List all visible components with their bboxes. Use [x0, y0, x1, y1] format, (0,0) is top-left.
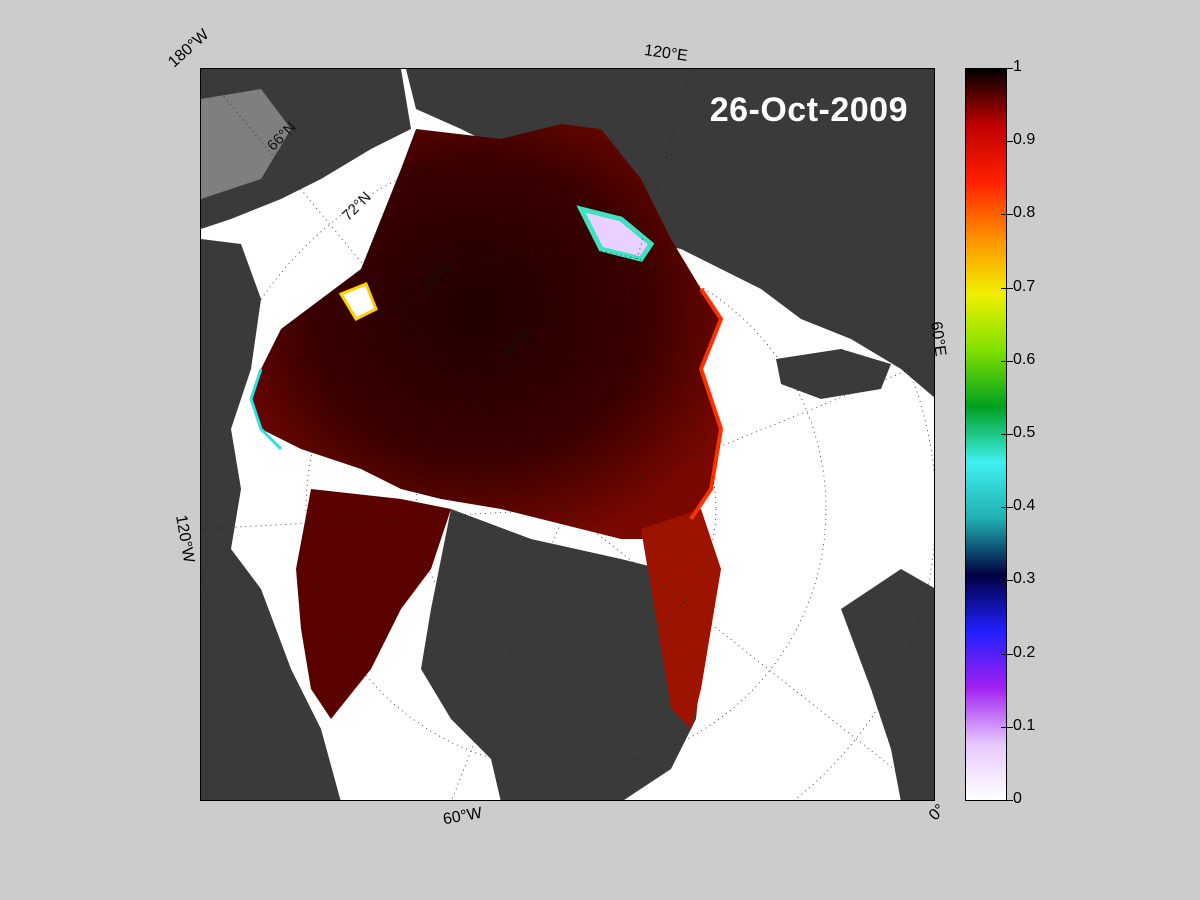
- colorbar-label: 0: [1013, 790, 1022, 807]
- colorbar-label: 0.8: [1013, 204, 1036, 222]
- colorbar-label: 0.2: [1013, 643, 1036, 661]
- colorbar-label: 0.4: [1013, 497, 1036, 515]
- colorbar-tick: [1007, 434, 1013, 435]
- colorbar-label: 0.6: [1013, 350, 1036, 368]
- lon-label-120w: 120°W: [172, 513, 198, 565]
- lon-label-60w: 60°W: [441, 804, 484, 829]
- lon-label-0: 0°: [925, 801, 949, 825]
- colorbar-tick-inner: [1001, 214, 1007, 216]
- colorbar-tick-inner: [1001, 68, 1007, 69]
- latitude-grid: [201, 138, 934, 800]
- colorbar-tick-inner: [1001, 653, 1007, 655]
- colorbar-label: 0.5: [1013, 424, 1036, 441]
- longitude-grid: [201, 69, 934, 800]
- colorbar-tick: [1007, 653, 1013, 655]
- colorbar-tick-inner: [1001, 580, 1007, 582]
- colorbar-tick-inner: [1001, 507, 1007, 509]
- colorbar-tick: [1007, 287, 1013, 289]
- sea-ice-map: 26-Oct-2009: [200, 68, 935, 801]
- colorbar-tick-inner: [1001, 360, 1007, 362]
- colorbar-tick-inner: [1001, 800, 1007, 801]
- ice-edge-laptev: [576, 205, 655, 262]
- map-graphic: [201, 69, 934, 800]
- lon-label-180w: 180°W: [165, 26, 213, 72]
- colorbar-label: 0.3: [1013, 570, 1036, 588]
- land-scandinavia: [841, 569, 934, 800]
- sea-ice-archipelago: [296, 489, 451, 719]
- colorbar-tick: [1007, 360, 1013, 362]
- land-greenland: [421, 509, 701, 800]
- colorbar-tick: [1007, 726, 1013, 728]
- land-svalbard: [776, 349, 891, 399]
- land-canada: [201, 239, 341, 800]
- colorbar-label: 0.9: [1013, 131, 1036, 149]
- colorbar-tick: [1007, 507, 1013, 509]
- land-novaya: [881, 239, 934, 309]
- colorbar-tick: [1007, 800, 1013, 801]
- colorbar-tick: [1007, 580, 1013, 582]
- date-title: 26-Oct-2009: [709, 91, 908, 129]
- colorbar-tick-inner: [1001, 287, 1007, 289]
- colorbar-tick: [1007, 141, 1013, 143]
- ice-edge-beaufort: [338, 282, 378, 321]
- colorbar-label: 0.7: [1013, 277, 1036, 295]
- land-masked: [201, 89, 291, 199]
- ice-edge-east: [689, 287, 724, 521]
- colorbar-label: 1: [1013, 58, 1022, 75]
- colorbar-tick-inner: [1001, 726, 1007, 728]
- ice-edge-west: [249, 368, 283, 451]
- colorbar-tick-inner: [1001, 141, 1007, 143]
- sea-ice-east-greenland: [641, 509, 721, 729]
- colorbar-tick: [1007, 68, 1013, 69]
- lon-label-120e: 120°E: [643, 42, 689, 65]
- colorbar-tick: [1007, 214, 1013, 216]
- lon-label-60e: 60°E: [927, 320, 949, 358]
- colorbar-tick-inner: [1001, 434, 1007, 435]
- colorbar-label: 0.1: [1013, 716, 1036, 734]
